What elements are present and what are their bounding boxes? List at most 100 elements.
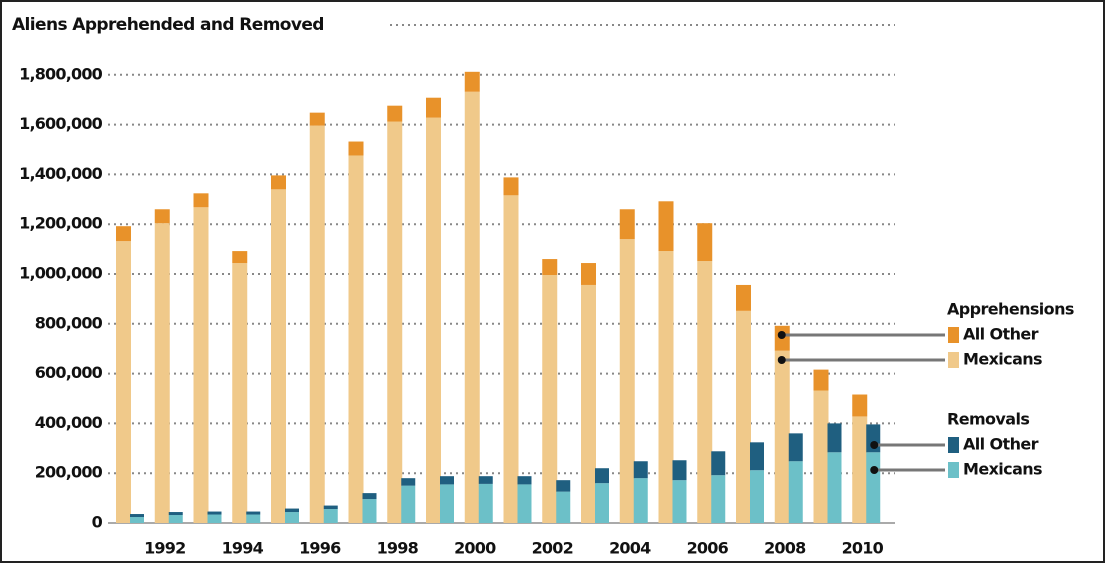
bar-segment xyxy=(866,452,881,523)
bar-segment xyxy=(246,514,261,523)
legend-dot xyxy=(870,441,879,449)
bar-segment xyxy=(697,261,713,523)
bar-segment xyxy=(697,223,713,262)
bar-segment xyxy=(827,423,842,453)
bar-segment xyxy=(401,478,416,486)
legend-title: Apprehensions xyxy=(947,300,1074,319)
bar-segment xyxy=(387,105,403,122)
bar-segment xyxy=(711,475,726,523)
y-tick-label: 0 xyxy=(92,513,103,532)
bar-segment xyxy=(309,112,325,126)
bar-segment xyxy=(711,451,726,476)
bar-segment xyxy=(774,350,790,523)
y-tick-label: 1,200,000 xyxy=(19,214,103,233)
bar-segment xyxy=(426,117,441,524)
bar-segment xyxy=(464,71,480,92)
bar-segment xyxy=(309,125,325,523)
bar-segment xyxy=(348,141,364,156)
legend-dot xyxy=(870,466,879,474)
bar-segment xyxy=(542,259,558,275)
bar-segment xyxy=(207,514,222,523)
bar-segment xyxy=(362,499,377,523)
bar-segment xyxy=(750,470,764,523)
y-tick-label: 200,000 xyxy=(35,463,103,482)
bar-segment xyxy=(788,461,803,523)
bar-segment xyxy=(285,508,299,513)
x-tick-label: 2006 xyxy=(687,539,729,558)
bar-segment xyxy=(619,239,635,523)
y-tick-label: 800,000 xyxy=(35,313,103,332)
bar-segment xyxy=(232,263,248,523)
bar-segment xyxy=(285,512,299,523)
bar-segment xyxy=(168,515,183,523)
bar-segment xyxy=(154,223,170,524)
bar-segment xyxy=(271,189,286,523)
title-bg xyxy=(8,12,388,38)
bar-segment xyxy=(503,177,519,196)
bar-segment xyxy=(464,91,480,524)
legend-label: Mexicans xyxy=(963,350,1042,369)
x-tick-label: 1994 xyxy=(222,539,264,558)
bar-segment xyxy=(672,460,687,481)
bar-segment xyxy=(207,511,222,515)
bar-segment xyxy=(736,284,751,311)
legend-dot xyxy=(777,356,786,364)
chart-title: Aliens Apprehended and Removed xyxy=(12,15,324,35)
bar-segment xyxy=(426,97,441,118)
x-tick-label: 1992 xyxy=(144,539,185,558)
bar-segment xyxy=(323,509,338,523)
bar-segment xyxy=(672,480,687,523)
x-tick-label: 2004 xyxy=(609,539,651,558)
y-tick-label: 1,800,000 xyxy=(19,64,103,83)
legend-swatch xyxy=(948,352,959,368)
bar-segment xyxy=(478,476,493,484)
bar-segment xyxy=(168,512,183,516)
bar-segment xyxy=(503,195,519,524)
legend-title: Removals xyxy=(947,410,1029,429)
legend-swatch xyxy=(948,327,959,343)
bar-segment xyxy=(619,209,635,240)
bar-segment xyxy=(440,484,454,523)
bar-segment xyxy=(852,416,868,523)
bar-segment xyxy=(813,390,829,523)
y-tick-label: 1,600,000 xyxy=(19,114,103,133)
bar-segment xyxy=(633,461,648,479)
bar-segment xyxy=(401,485,416,523)
bar-segment xyxy=(556,480,571,492)
bar-segment xyxy=(813,369,829,391)
bar-segment xyxy=(595,468,609,484)
bar-segment xyxy=(478,483,493,523)
bar-segment xyxy=(852,394,868,417)
bar-segment xyxy=(348,155,364,523)
x-tick-label: 1998 xyxy=(377,539,419,558)
legend-dot xyxy=(777,331,786,339)
legend-label: Mexicans xyxy=(963,460,1042,479)
bar-segment xyxy=(323,505,338,510)
legend-swatch xyxy=(948,462,959,478)
bar-segment xyxy=(788,433,803,462)
bar-segment xyxy=(116,241,131,523)
bar-segment xyxy=(387,121,403,523)
bar-segment xyxy=(658,251,674,524)
bar-segment xyxy=(556,491,571,523)
bar-segment xyxy=(595,483,609,523)
legend-swatch xyxy=(948,437,959,453)
x-tick-label: 2002 xyxy=(532,539,573,558)
bar-segment xyxy=(193,207,209,523)
x-tick-label: 2008 xyxy=(764,539,806,558)
bar-segment xyxy=(736,310,751,523)
x-tick-label: 1996 xyxy=(299,539,341,558)
y-tick-label: 1,000,000 xyxy=(19,264,103,283)
y-tick-label: 1,400,000 xyxy=(19,164,103,183)
bar-segment xyxy=(658,201,674,252)
legend-label: All Other xyxy=(963,325,1039,344)
bar-segment xyxy=(271,175,286,190)
bar-segment xyxy=(246,511,261,515)
y-tick-label: 400,000 xyxy=(35,413,103,432)
bar-segment xyxy=(517,484,532,523)
bar-segment xyxy=(517,476,532,485)
y-tick-label: 600,000 xyxy=(35,363,103,382)
x-tick-label: 2010 xyxy=(842,539,884,558)
